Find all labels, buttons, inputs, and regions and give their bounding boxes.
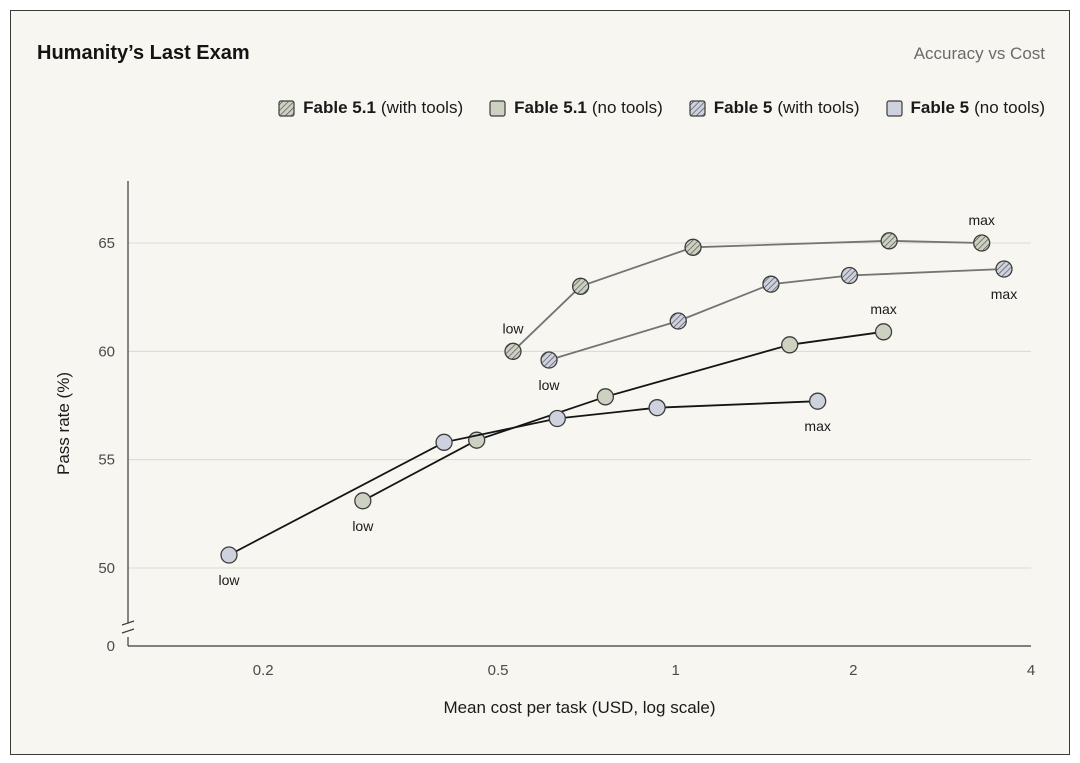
chart-card: Humanity’s Last Exam Accuracy vs Cost Fa… xyxy=(10,10,1070,755)
series-line xyxy=(512,239,982,352)
y-axis-label: Pass rate (%) xyxy=(54,372,73,475)
y-tick-label: 0 xyxy=(107,638,115,655)
legend-series-qualifier: (no tools) xyxy=(974,98,1045,117)
point-annotation: max xyxy=(991,286,1017,302)
point-annotation: low xyxy=(502,320,524,336)
y-tick-label: 55 xyxy=(98,452,115,469)
legend-item: Fable 5 (no tools) xyxy=(885,98,1045,118)
chart-subtitle: Accuracy vs Cost xyxy=(913,44,1045,63)
axis-break-icon xyxy=(121,620,135,634)
data-point xyxy=(840,266,859,285)
legend-series-qualifier: (with tools) xyxy=(777,98,860,117)
x-axis-label: Mean cost per task (USD, log scale) xyxy=(443,698,715,717)
chart-legend: Fable 5.1 (with tools) Fable 5.1 (no tools)… xyxy=(278,98,1045,118)
point-annotation: low xyxy=(352,518,374,534)
series-f5_tools: low max xyxy=(539,260,1017,393)
data-point xyxy=(809,392,827,410)
data-point xyxy=(995,260,1013,278)
hatched-swatch-icon xyxy=(689,99,706,117)
data-point xyxy=(354,492,372,510)
plot-area: 50 55 60 65 0 0.2 0.5 1 2 4 Mean cost per task (US… xyxy=(54,181,1035,717)
data-point xyxy=(669,312,687,330)
legend-series-name: Fable 5 xyxy=(713,98,773,117)
x-tick-label: 4 xyxy=(1027,662,1035,679)
y-tick-label: 50 xyxy=(98,560,115,577)
data-point xyxy=(540,351,558,369)
data-point xyxy=(684,238,702,256)
series-line xyxy=(362,330,884,502)
data-point xyxy=(220,546,238,564)
x-tick-label: 0.5 xyxy=(488,662,509,679)
data-point xyxy=(874,323,893,341)
legend-series-name: Fable 5.1 xyxy=(514,98,587,117)
legend-series-name: Fable 5 xyxy=(910,98,970,117)
chart-title: Humanity’s Last Exam xyxy=(37,42,250,64)
solid-swatch-icon xyxy=(885,99,903,117)
y-tick-label: 60 xyxy=(98,343,115,360)
data-point xyxy=(596,388,615,406)
legend-series-name: Fable 5.1 xyxy=(303,98,376,117)
data-point xyxy=(781,336,799,354)
point-annotation: low xyxy=(539,377,561,393)
data-point xyxy=(880,232,898,250)
hatched-swatch-icon xyxy=(278,99,295,117)
legend-item: Fable 5.1 (with tools) xyxy=(278,98,463,118)
data-point xyxy=(973,234,991,252)
legend-series-qualifier: (no tools) xyxy=(591,98,663,117)
series-f51_notools: low max xyxy=(352,301,896,534)
x-tick-label: 0.2 xyxy=(253,662,274,679)
legend-item: Fable 5 (with tools) xyxy=(689,98,860,118)
data-point xyxy=(648,399,666,417)
point-annotation: low xyxy=(218,572,240,588)
data-point xyxy=(571,277,590,295)
solid-swatch-icon xyxy=(489,99,506,117)
point-annotation: max xyxy=(804,418,830,434)
data-point xyxy=(762,275,780,293)
data-point xyxy=(435,433,453,451)
series-f5_notools: low max xyxy=(218,392,831,588)
data-point xyxy=(504,342,522,360)
legend-item: Fable 5.1 (no tools) xyxy=(489,98,663,118)
point-annotation: max xyxy=(968,212,994,228)
legend-series-qualifier: (with tools) xyxy=(380,98,464,117)
y-tick-label: 65 xyxy=(98,235,115,252)
point-annotation: max xyxy=(870,301,896,317)
data-point xyxy=(548,409,566,428)
x-tick-label: 2 xyxy=(849,662,857,679)
x-tick-label: 1 xyxy=(672,662,680,679)
series-f51_tools: low max xyxy=(502,212,995,360)
